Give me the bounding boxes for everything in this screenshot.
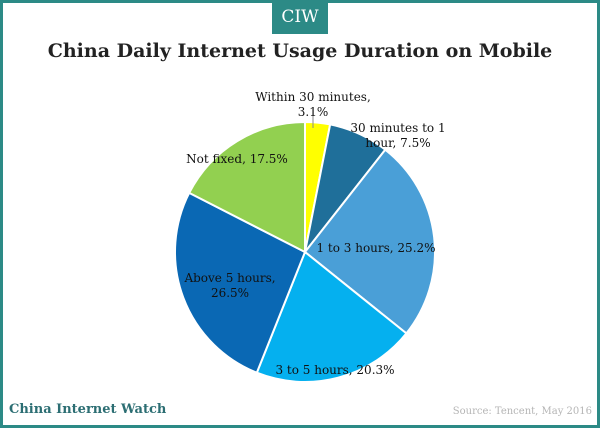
pie-slice-4 — [174, 191, 307, 375]
slice-label-2: 1 to 3 hours, 25.2% — [316, 241, 435, 255]
pie-slice-5 — [187, 120, 306, 254]
pie-slice-3 — [255, 250, 408, 383]
slice-label-0: Within 30 minutes, 3.1% — [255, 90, 371, 119]
slice-label-5: Not fixed, 17.5% — [186, 152, 288, 166]
frame-border-right — [597, 0, 600, 428]
slice-label-1: 30 minutes to 1 hour, 7.5% — [350, 121, 445, 150]
frame-border-left — [0, 0, 3, 428]
slice-label-3: 3 to 5 hours, 20.3% — [275, 363, 394, 377]
watermark-text: China Internet Watch — [9, 402, 167, 417]
source-note: Source: Tencent, May 2016 — [452, 406, 592, 417]
chart-title: China Daily Internet Usage Duration on M… — [47, 40, 553, 62]
slice-label-4: Above 5 hours, 26.5% — [183, 271, 275, 300]
ciw-logo-badge: CIW — [272, 0, 328, 34]
pie-slice-2 — [303, 148, 436, 335]
frame-border-bottom — [0, 425, 600, 428]
